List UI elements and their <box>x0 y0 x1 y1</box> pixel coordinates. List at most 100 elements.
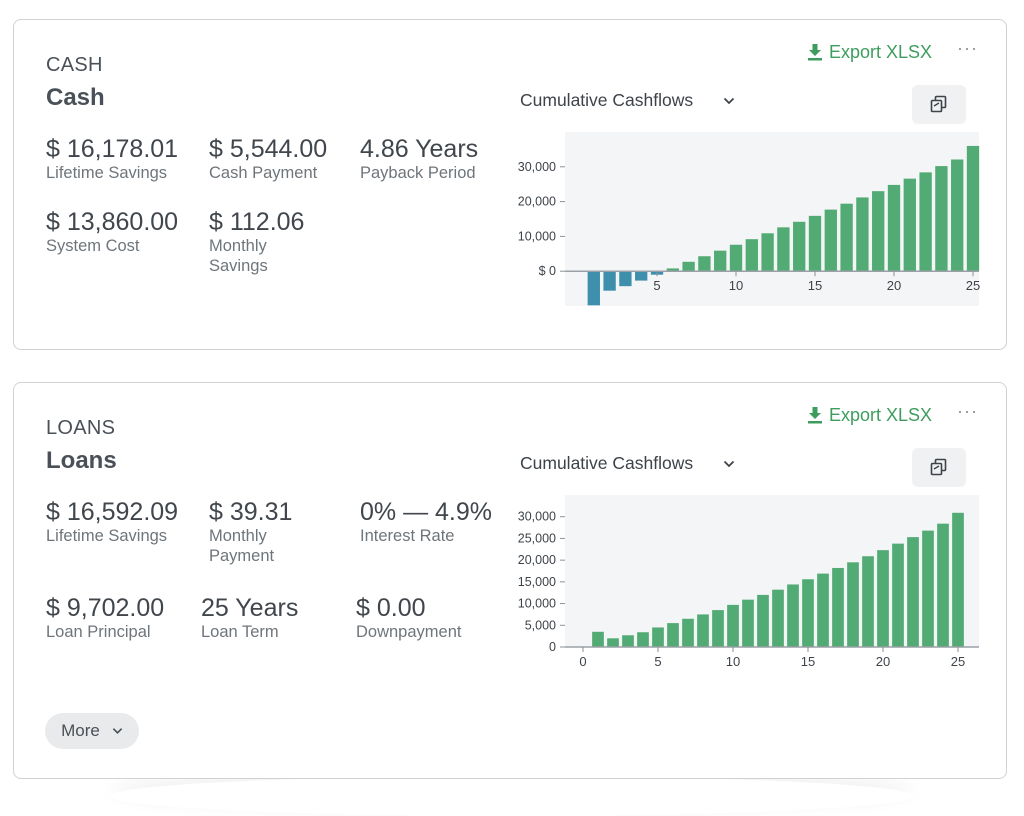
bar <box>697 614 709 647</box>
bar <box>862 556 874 647</box>
more-options-icon[interactable]: ··· <box>957 38 978 58</box>
y-tick-label: 10,000 <box>518 229 556 243</box>
bar <box>919 172 932 272</box>
stat-label: Lifetime Savings <box>46 527 168 545</box>
bar <box>587 271 600 306</box>
cumulative-cashflow-chart: 05,00010,00015,00020,00025,00030,000$051… <box>518 495 979 669</box>
chevron-down-icon <box>723 97 735 104</box>
stat-cash-payment: $ 5,544.00 Cash Payment <box>209 134 327 184</box>
stat-label: Cash Payment <box>209 164 318 182</box>
bar <box>698 256 711 272</box>
stat-loan-term: 25 Years Loan Term <box>201 593 298 643</box>
bar <box>652 627 664 647</box>
bar <box>856 197 869 272</box>
stat-label-line1: Monthly <box>209 237 267 255</box>
card-eyebrow: LOANS <box>46 417 116 439</box>
bar <box>907 537 919 647</box>
stat-label: Downpayment <box>356 623 462 641</box>
bar <box>903 178 916 272</box>
bar <box>817 573 829 647</box>
x-tick-label: 20 <box>887 278 901 293</box>
stat-label-line1: Monthly <box>209 527 267 545</box>
bar <box>592 631 604 647</box>
bar <box>877 550 889 647</box>
y-tick-label: 30,000 <box>518 160 556 174</box>
chart-type-select[interactable]: Cumulative Cashflows <box>520 453 735 474</box>
stat-label-line2: Payment <box>209 547 275 565</box>
bar <box>840 203 853 272</box>
chart-type-select[interactable]: Cumulative Cashflows <box>520 90 735 111</box>
bar <box>966 145 980 272</box>
card-title: Loans <box>46 447 117 474</box>
bar <box>808 215 822 272</box>
cash-card: CASH Cash $ 16,178.01 Lifetime Savings $… <box>13 19 1007 350</box>
bar <box>712 610 724 647</box>
cumulative-cashflow-chart: $ 0 10,000 20,000 30,000 5 10 15 20 25 <box>518 132 980 306</box>
bar <box>935 166 948 272</box>
bar <box>603 271 616 291</box>
bar <box>872 191 885 272</box>
download-icon <box>807 407 822 424</box>
stat-system-cost: $ 13,860.00 System Cost <box>46 207 178 257</box>
x-tick-label: 0 <box>579 654 586 669</box>
stat-monthly-savings: $ 112.06 Monthly Savings <box>209 207 304 277</box>
stat-label: Loan Term <box>201 623 279 641</box>
copy-chart-button[interactable] <box>912 85 966 123</box>
copy-chart-button[interactable] <box>912 448 966 486</box>
stat-value: 4.86 Years <box>360 135 479 163</box>
x-tick-label: 15 <box>808 278 822 293</box>
more-button-label: More <box>61 721 100 740</box>
bar <box>607 638 619 647</box>
y-tick-label: 15,000 <box>518 575 556 589</box>
bar <box>682 618 694 647</box>
stat-value: $ 39.31 <box>209 498 293 526</box>
bar <box>635 271 648 281</box>
export-label: Export XLSX <box>828 405 932 425</box>
stat-lifetime-savings: $ 16,592.09 Lifetime Savings <box>46 497 178 547</box>
export-xlsx-button[interactable]: Export XLSX <box>807 405 932 426</box>
more-button[interactable]: More <box>45 713 139 749</box>
x-tick-label: 10 <box>729 278 743 293</box>
stat-value: $ 5,544.00 <box>209 135 328 163</box>
stat-label: Payback Period <box>360 164 476 182</box>
bar <box>714 250 727 272</box>
stat-value: 0% — 4.9% <box>360 498 493 526</box>
bar <box>793 221 806 272</box>
bar <box>887 184 901 272</box>
bar <box>952 512 964 647</box>
bar <box>922 530 934 647</box>
bar <box>832 567 844 647</box>
stat-label-line2: Savings <box>209 257 268 275</box>
stat-payback-period: 4.86 Years Payback Period <box>360 134 478 184</box>
stat-downpayment: $ 0.00 Downpayment <box>356 593 461 643</box>
stat-value: $ 0.00 <box>356 594 426 622</box>
bar <box>727 604 739 647</box>
stat-lifetime-savings: $ 16,178.01 Lifetime Savings <box>46 134 178 184</box>
stat-interest-rate: 0% — 4.9% Interest Rate <box>360 497 492 547</box>
bar <box>667 623 679 647</box>
bar <box>777 227 790 272</box>
bar <box>757 594 769 647</box>
bar <box>622 635 634 647</box>
bar <box>787 584 799 647</box>
x-tick-label: 25 <box>966 278 980 293</box>
bar <box>937 523 949 647</box>
x-tick-label: 20 <box>876 654 890 669</box>
chevron-down-icon <box>112 728 123 735</box>
chart-select-label: Cumulative Cashflows <box>520 453 694 473</box>
y-tick-label: 0 <box>549 640 556 654</box>
more-options-icon[interactable]: ··· <box>957 401 978 421</box>
card-eyebrow: CASH <box>46 54 103 76</box>
download-icon <box>807 44 822 61</box>
chevron-down-icon <box>723 460 735 467</box>
export-xlsx-button[interactable]: Export XLSX <box>807 42 932 63</box>
x-tick-label: 5 <box>653 278 660 293</box>
card-title: Cash <box>46 84 105 111</box>
y-tick-label: 20,000 <box>518 553 556 567</box>
bar <box>666 268 679 272</box>
stat-label: Interest Rate <box>360 527 455 545</box>
bar <box>892 543 904 647</box>
x-tick-label: 5 <box>654 654 661 669</box>
bar <box>951 159 964 272</box>
x-tick-label: 25 <box>951 654 965 669</box>
